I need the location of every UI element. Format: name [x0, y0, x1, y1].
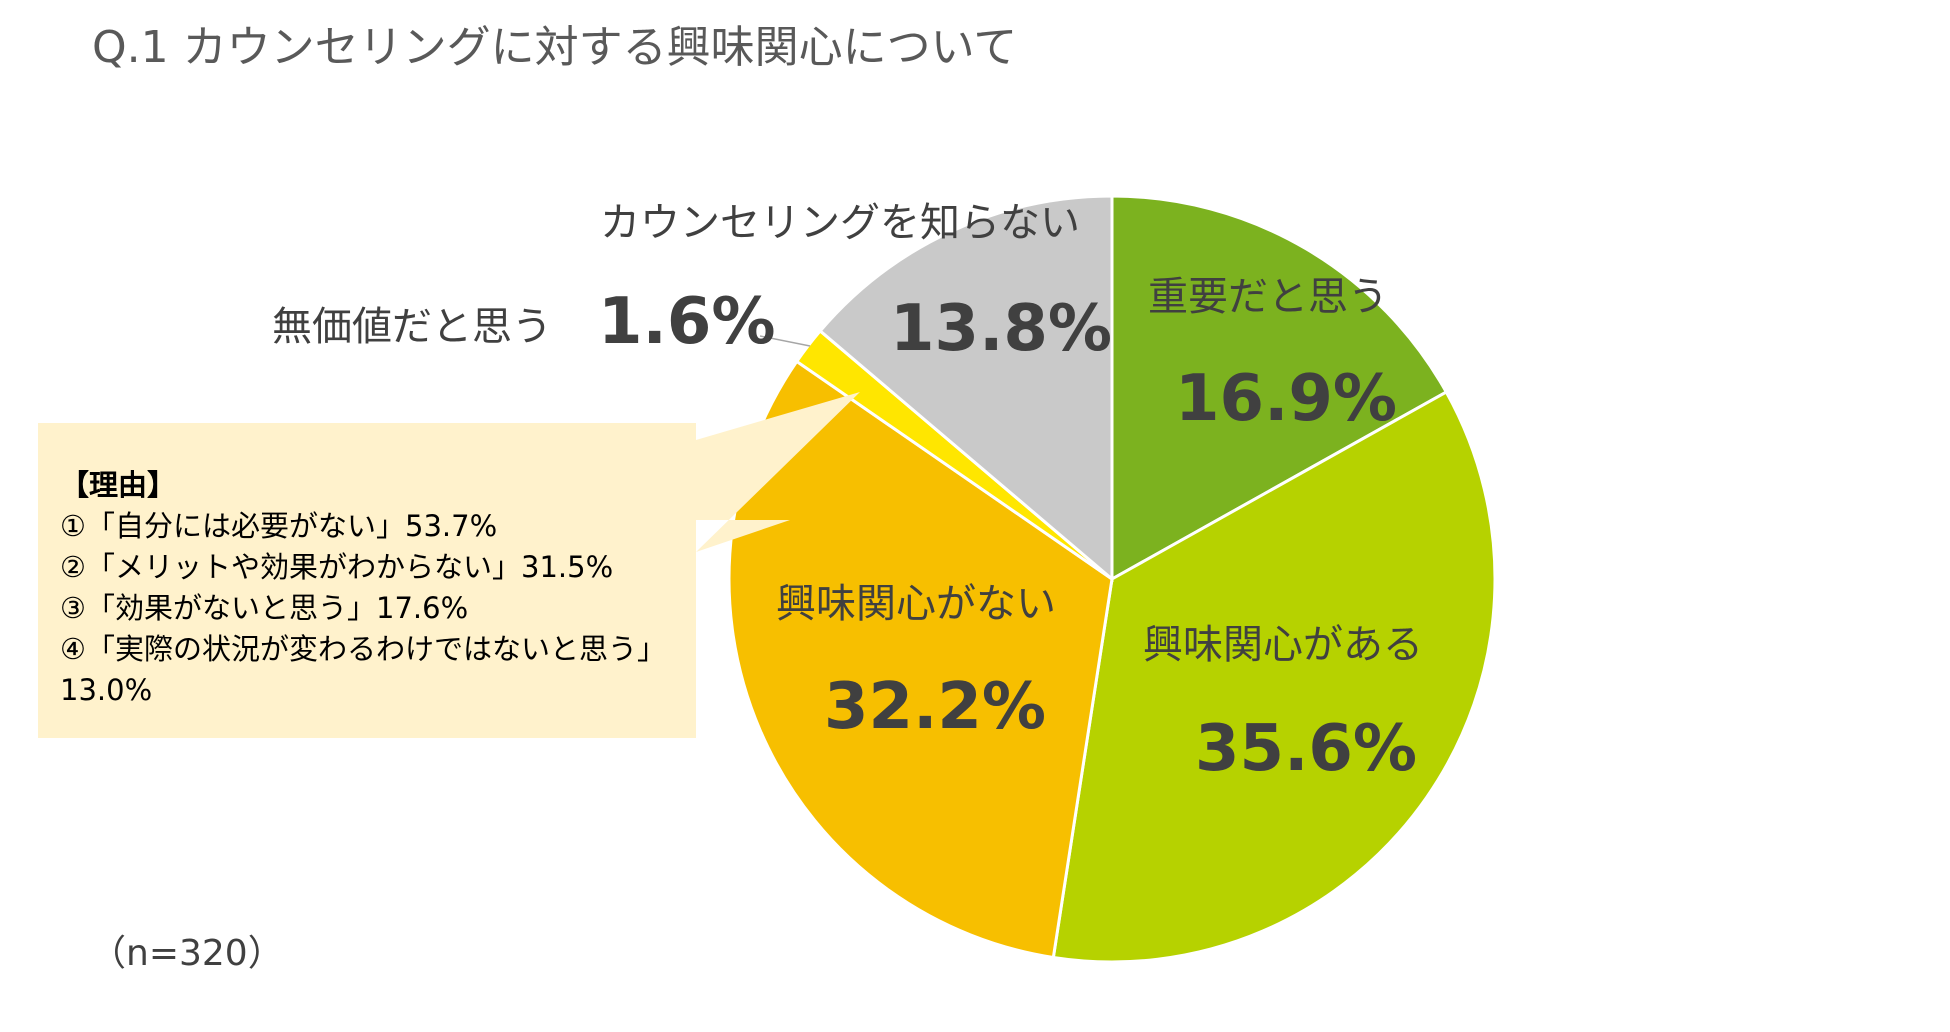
pie-slice-1: [1110, 194, 1449, 582]
reasons-callout: 【理由】 ①「自分には必要がない」53.7% ②「メリットや効果がわからない」3…: [38, 423, 696, 738]
pie-slice-5: [818, 194, 1114, 583]
value-mukachi: 1.6%: [598, 285, 776, 359]
sample-size: （n=320）: [90, 933, 284, 974]
value-kyoumi-nai: 32.2%: [824, 670, 1046, 744]
chart-title: Q.1 カウンセリングに対する興味関心について: [92, 22, 1017, 73]
value-kyoumi-aru: 35.6%: [1195, 712, 1417, 786]
leader-line: [759, 335, 811, 347]
label-juuyou: 重要だと思う: [1148, 274, 1388, 320]
label-mukachi: 無価値だと思う: [272, 304, 552, 350]
label-shiranai: カウンセリングを知らない: [600, 200, 1080, 246]
callout-title: 【理由】: [60, 468, 177, 502]
reason-item-2: ②「メリットや効果がわからない」31.5%: [60, 550, 614, 584]
label-kyoumi-nai: 興味関心がない: [776, 581, 1056, 627]
reason-item-4: ④「実際の状況が変わるわけではないと思う」13.0%: [60, 632, 666, 707]
pie-slice-2: [1051, 389, 1497, 964]
value-juuyou: 16.9%: [1175, 362, 1397, 436]
pie-slices: [727, 194, 1497, 964]
reason-item-1: ①「自分には必要がない」53.7%: [60, 509, 498, 543]
label-kyoumi-aru: 興味関心がある: [1143, 622, 1423, 668]
reason-item-3: ③「効果がないと思う」17.6%: [60, 591, 469, 625]
value-shiranai: 13.8%: [890, 292, 1112, 366]
callout-pointer: [696, 392, 860, 552]
